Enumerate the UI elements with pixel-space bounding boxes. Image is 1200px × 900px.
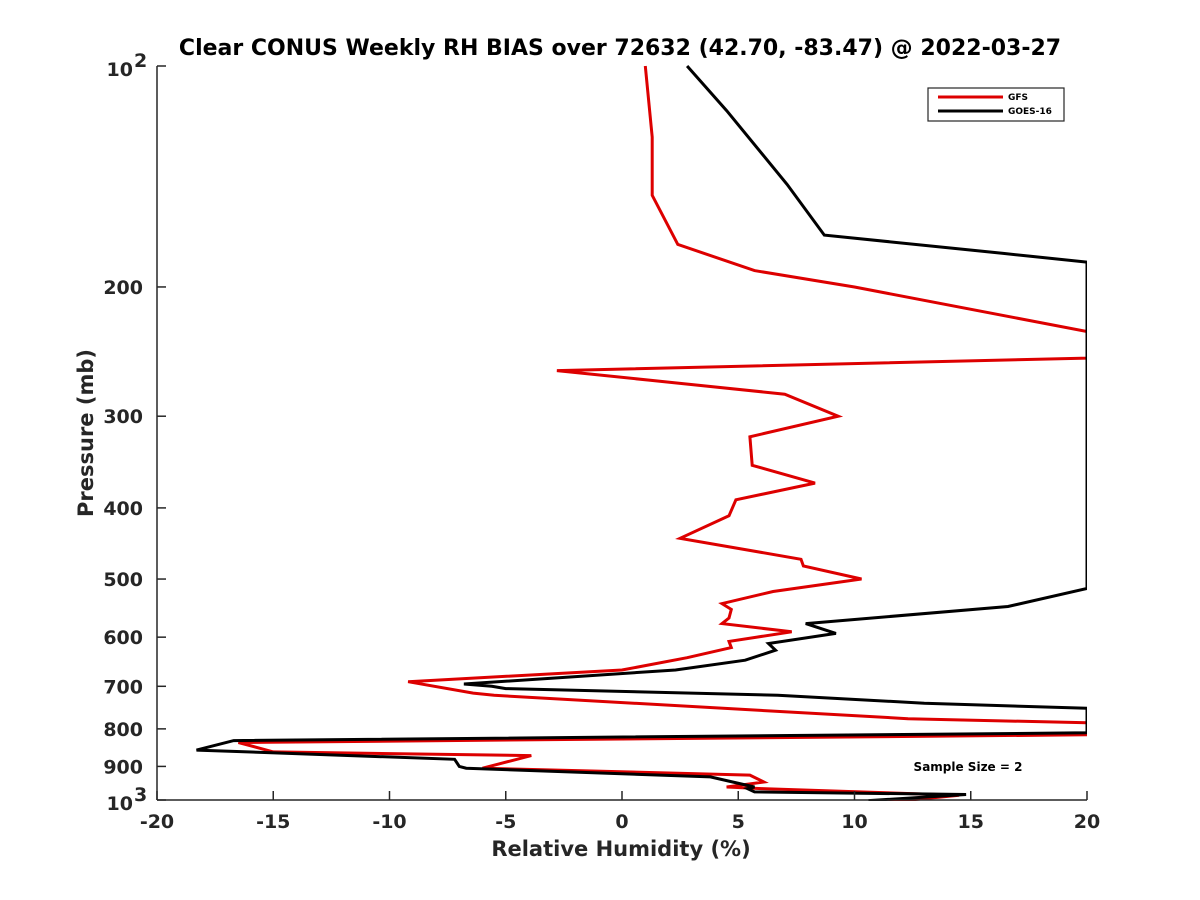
x-tick-label: 20 [1074,811,1100,833]
y-tick-label: 600 [103,627,143,649]
legend: GFS GOES-16 [927,87,1065,122]
x-tick-label: -20 [140,811,174,833]
y-tick-label: 900 [103,756,143,778]
y-axis-label: Pressure (mb) [74,349,98,517]
sample-size-annotation: Sample Size = 2 [914,760,1023,774]
y-tick-label: 10 [107,793,133,815]
series-layer [196,65,1087,801]
legend-label-goes-16: GOES-16 [1008,107,1052,117]
chart-title: Clear CONUS Weekly RH BIAS over 72632 (4… [179,36,1061,61]
y-tick-label: 500 [103,569,143,591]
y-tick-exponent: 3 [134,784,147,806]
series-line-gfs [238,65,1087,801]
x-tick-label: -5 [495,811,516,833]
x-tick-label: 5 [732,811,745,833]
y-tick-label: 400 [103,498,143,520]
x-axis-label: Relative Humidity (%) [491,837,750,861]
legend-label-gfs: GFS [1008,93,1028,103]
y-tick-label: 200 [103,277,143,299]
y-tick-exponent: 2 [134,50,147,72]
y-tick-label: 800 [103,719,143,741]
legend-box [927,87,1065,122]
series-line-goes-16 [196,65,1087,801]
x-tick-label: 0 [615,811,628,833]
x-tick-label: 15 [958,811,984,833]
x-tick-label: -10 [372,811,406,833]
x-tick-label: 10 [841,811,867,833]
x-tick-label: -15 [256,811,290,833]
y-tick-label: 300 [103,406,143,428]
y-tick-label: 10 [107,59,133,81]
y-tick-label: 700 [103,676,143,698]
